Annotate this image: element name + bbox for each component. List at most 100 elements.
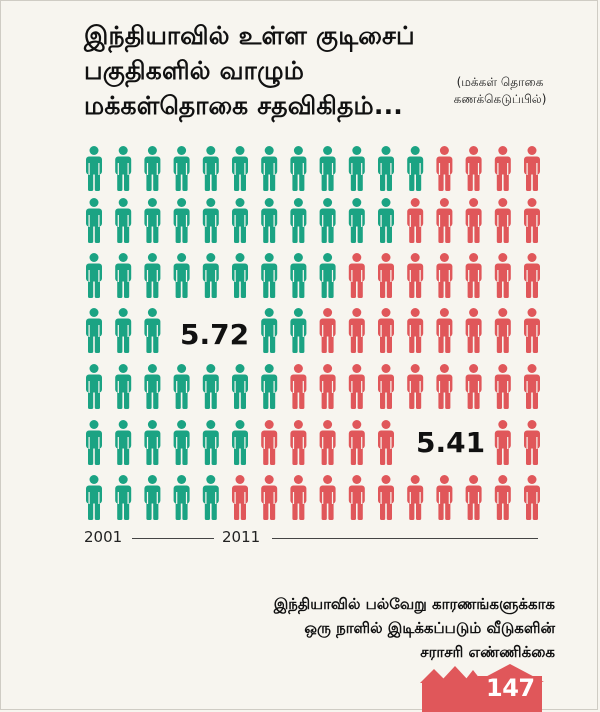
person-icon [407, 198, 424, 243]
person-icon [202, 364, 219, 409]
person-icon [436, 146, 453, 191]
person-icon [494, 253, 511, 298]
person-icon [86, 364, 102, 409]
person-icon [261, 308, 278, 353]
person-icon [378, 308, 394, 353]
title-line-3: மக்கள்தொகை சதவிகிதம்... [84, 91, 403, 120]
person-icon [115, 308, 132, 353]
person-icon [144, 308, 161, 353]
person-icon [144, 475, 161, 520]
person-icon [378, 475, 394, 520]
person-icon [115, 253, 132, 298]
person-icon [115, 475, 132, 520]
person-icon [348, 146, 365, 191]
person-icon [290, 253, 307, 298]
person-icon [290, 475, 307, 520]
person-icon [407, 364, 424, 409]
person-icon [86, 198, 102, 243]
person-icon [319, 475, 336, 520]
person-icon [144, 146, 161, 191]
person-icon [173, 364, 190, 409]
person-icon [232, 146, 248, 191]
person-icon [348, 308, 365, 353]
person-icon [261, 420, 278, 465]
person-icon [465, 198, 482, 243]
person-icon [378, 146, 394, 191]
title-line-1: இந்தியாவில் உள்ள குடிசைப் [84, 21, 415, 50]
person-icon [173, 198, 190, 243]
value-label-2011: 5.41 [408, 422, 494, 463]
person-icon [86, 475, 102, 520]
person-icon [202, 198, 219, 243]
person-icon [378, 198, 394, 243]
person-icon [348, 420, 365, 465]
note-line-1: (மக்கள் தொகை [456, 75, 544, 89]
person-icon [319, 420, 336, 465]
person-icon [378, 364, 394, 409]
person-icon [232, 253, 248, 298]
person-icon [290, 146, 307, 191]
footer-line-2: ஒரு நாளில் இடிக்கப்படும் வீடுகளின் [304, 619, 555, 637]
person-icon [494, 146, 511, 191]
person-icon [173, 420, 190, 465]
person-icon [290, 420, 307, 465]
chart-title: இந்தியாவில் உள்ள குடிசைப் பகுதிகளில் வாழ… [84, 18, 424, 123]
footer-line-1: இந்தியாவில் பல்வேறு காரணங்களுக்காக [273, 595, 555, 613]
person-icon [319, 308, 336, 353]
person-icon [319, 146, 336, 191]
person-icon [524, 475, 540, 520]
person-icon [348, 475, 365, 520]
person-icon [115, 146, 132, 191]
person-icon [524, 253, 540, 298]
person-icon [144, 253, 161, 298]
person-icon [115, 420, 132, 465]
person-icon [494, 308, 511, 353]
year-label-2011: 2011 [222, 528, 261, 546]
person-icon [494, 364, 511, 409]
person-icon [144, 364, 161, 409]
person-icon [465, 475, 482, 520]
person-icon [261, 253, 278, 298]
chart-note: (மக்கள் தொகை கணக்கெடுப்பில்) [420, 74, 580, 108]
person-icon [494, 475, 511, 520]
person-icon [319, 198, 336, 243]
person-icon [86, 308, 102, 353]
person-icon [465, 253, 482, 298]
person-icon [115, 198, 132, 243]
house-base [422, 683, 446, 712]
person-icon [261, 475, 278, 520]
person-icon [202, 146, 219, 191]
person-icon [319, 364, 336, 409]
person-icon [290, 308, 307, 353]
house-roof [442, 666, 468, 680]
person-icon [407, 308, 424, 353]
value-label-2001: 5.72 [172, 314, 258, 355]
person-icon [86, 420, 102, 465]
person-icon [465, 146, 482, 191]
house-base [444, 680, 466, 712]
person-icon [465, 308, 482, 353]
person-icon [202, 253, 219, 298]
person-icon [524, 198, 540, 243]
house-roof [420, 669, 448, 683]
person-icon [173, 146, 190, 191]
person-icon [348, 198, 365, 243]
person-icon [436, 364, 453, 409]
house-base [464, 684, 482, 712]
person-icon [436, 475, 453, 520]
person-icon [407, 475, 424, 520]
person-icon [319, 253, 336, 298]
footer-text: இந்தியாவில் பல்வேறு காரணங்களுக்காக ஒரு ந… [0, 592, 555, 664]
person-icon [232, 198, 248, 243]
person-icon [465, 364, 482, 409]
person-icon [494, 420, 511, 465]
person-icon [407, 253, 424, 298]
person-icon [173, 475, 190, 520]
axis-line-1 [132, 538, 214, 539]
person-icon [173, 253, 190, 298]
person-icon [524, 146, 540, 191]
person-icon [232, 364, 248, 409]
house-base [478, 676, 542, 712]
